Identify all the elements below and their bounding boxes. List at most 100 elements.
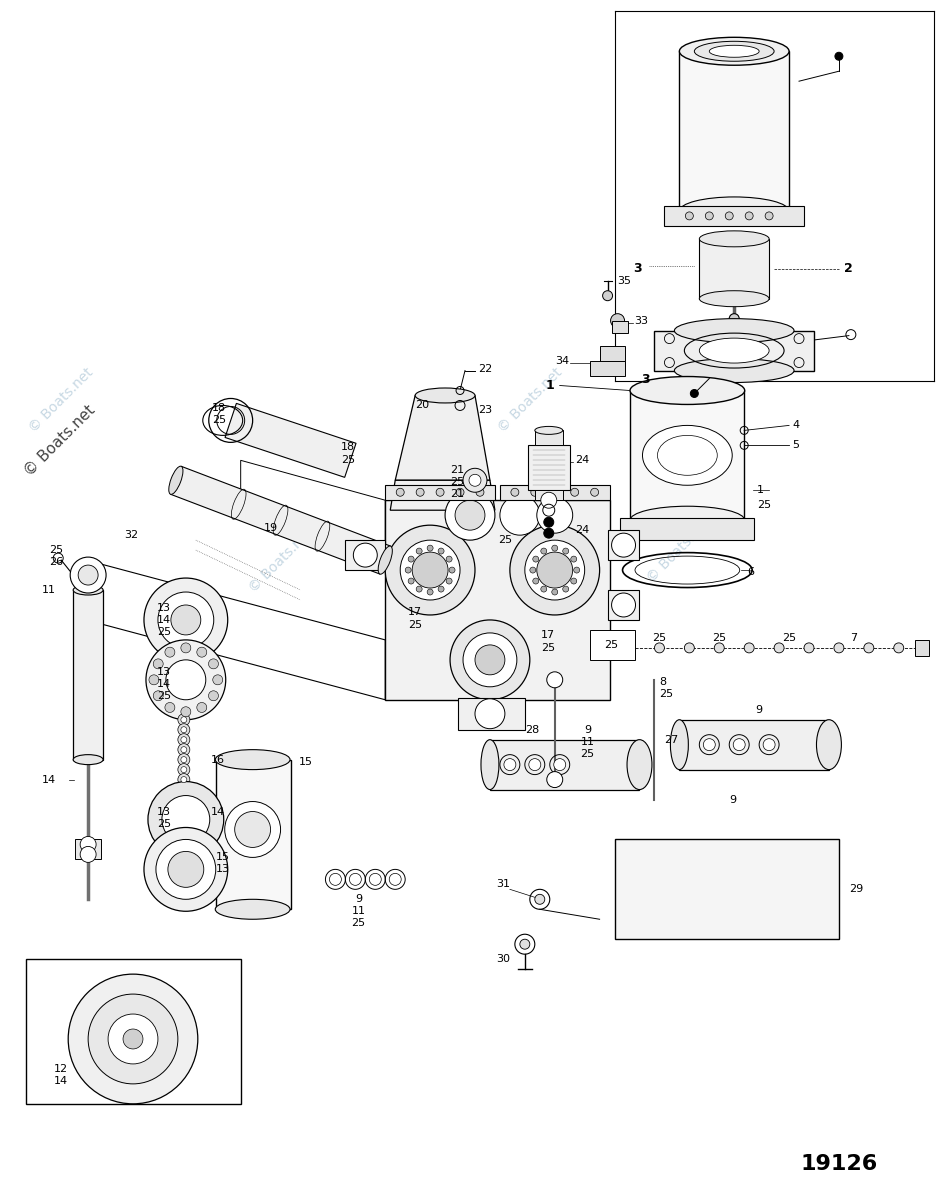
Text: 1: 1 — [546, 379, 555, 392]
Circle shape — [445, 491, 495, 540]
Circle shape — [197, 647, 207, 658]
Text: 21: 21 — [450, 490, 464, 499]
Polygon shape — [915, 640, 929, 656]
Text: 17: 17 — [541, 630, 555, 640]
Text: 1: 1 — [758, 485, 764, 496]
Text: 8: 8 — [660, 677, 666, 686]
Text: 25: 25 — [351, 918, 365, 929]
Circle shape — [153, 691, 163, 701]
Ellipse shape — [699, 290, 769, 307]
Ellipse shape — [658, 436, 717, 475]
Text: 22: 22 — [478, 364, 492, 373]
Circle shape — [612, 533, 635, 557]
Text: 23: 23 — [478, 406, 492, 415]
Ellipse shape — [630, 506, 744, 534]
Ellipse shape — [679, 37, 789, 65]
Circle shape — [408, 556, 414, 562]
Text: 11: 11 — [351, 906, 365, 917]
Circle shape — [329, 874, 342, 886]
Circle shape — [123, 1030, 143, 1049]
Text: 25: 25 — [660, 689, 674, 698]
Circle shape — [406, 568, 411, 574]
Text: 35: 35 — [617, 276, 631, 286]
Circle shape — [475, 644, 505, 674]
Text: 12: 12 — [55, 1064, 69, 1074]
Circle shape — [530, 568, 535, 574]
Text: 5: 5 — [792, 440, 799, 450]
Ellipse shape — [534, 426, 563, 434]
Text: © Boats.net: © Boats.net — [645, 515, 714, 586]
Circle shape — [547, 772, 563, 787]
Circle shape — [178, 733, 190, 745]
Circle shape — [446, 578, 452, 584]
Circle shape — [354, 544, 377, 568]
Circle shape — [80, 836, 96, 852]
Text: 13: 13 — [157, 806, 171, 816]
Circle shape — [541, 586, 547, 592]
Circle shape — [551, 589, 558, 595]
Circle shape — [684, 643, 694, 653]
Text: 25: 25 — [49, 545, 63, 556]
Text: 13: 13 — [215, 864, 230, 875]
Polygon shape — [699, 239, 769, 299]
Text: 9: 9 — [756, 704, 763, 715]
Circle shape — [396, 488, 405, 497]
Circle shape — [178, 774, 190, 786]
Polygon shape — [664, 206, 804, 226]
Text: 27: 27 — [664, 734, 678, 745]
Circle shape — [563, 548, 568, 554]
Text: 33: 33 — [634, 316, 648, 325]
Circle shape — [763, 739, 775, 751]
Circle shape — [412, 552, 448, 588]
Ellipse shape — [694, 41, 774, 61]
Circle shape — [181, 727, 187, 733]
Text: 11: 11 — [581, 737, 595, 746]
Ellipse shape — [415, 388, 475, 403]
Ellipse shape — [675, 359, 794, 383]
Text: 16: 16 — [211, 755, 225, 764]
Circle shape — [71, 557, 106, 593]
Text: 14: 14 — [157, 614, 171, 625]
Circle shape — [574, 568, 580, 574]
Polygon shape — [534, 431, 563, 445]
Circle shape — [463, 468, 486, 492]
Text: © Boats.net: © Boats.net — [22, 402, 98, 479]
Text: 25: 25 — [157, 820, 171, 829]
Circle shape — [209, 691, 218, 701]
Circle shape — [181, 767, 187, 773]
Circle shape — [571, 578, 577, 584]
Polygon shape — [395, 396, 490, 480]
Text: 30: 30 — [496, 954, 510, 964]
Circle shape — [654, 643, 664, 653]
Circle shape — [685, 212, 694, 220]
Circle shape — [726, 212, 733, 220]
Text: 24: 24 — [575, 455, 589, 466]
Polygon shape — [612, 320, 628, 332]
Text: © Boats.net: © Boats.net — [495, 366, 565, 436]
Circle shape — [744, 643, 754, 653]
Circle shape — [385, 526, 475, 614]
Circle shape — [503, 758, 516, 770]
Circle shape — [835, 53, 843, 60]
Polygon shape — [500, 485, 610, 500]
Circle shape — [449, 568, 455, 574]
Circle shape — [178, 763, 190, 775]
Text: 34: 34 — [555, 355, 569, 366]
Polygon shape — [170, 467, 391, 574]
Text: 29: 29 — [849, 884, 863, 894]
Text: 25: 25 — [581, 749, 595, 758]
Ellipse shape — [817, 720, 841, 769]
Polygon shape — [458, 697, 525, 730]
Circle shape — [416, 586, 423, 592]
Circle shape — [533, 578, 539, 584]
Polygon shape — [73, 590, 104, 760]
Polygon shape — [590, 360, 625, 376]
Circle shape — [519, 940, 530, 949]
Text: 14: 14 — [211, 806, 225, 816]
Ellipse shape — [710, 46, 759, 58]
Circle shape — [149, 674, 159, 685]
Circle shape — [181, 737, 187, 743]
Polygon shape — [385, 485, 495, 500]
Circle shape — [510, 526, 599, 614]
Circle shape — [144, 828, 228, 911]
